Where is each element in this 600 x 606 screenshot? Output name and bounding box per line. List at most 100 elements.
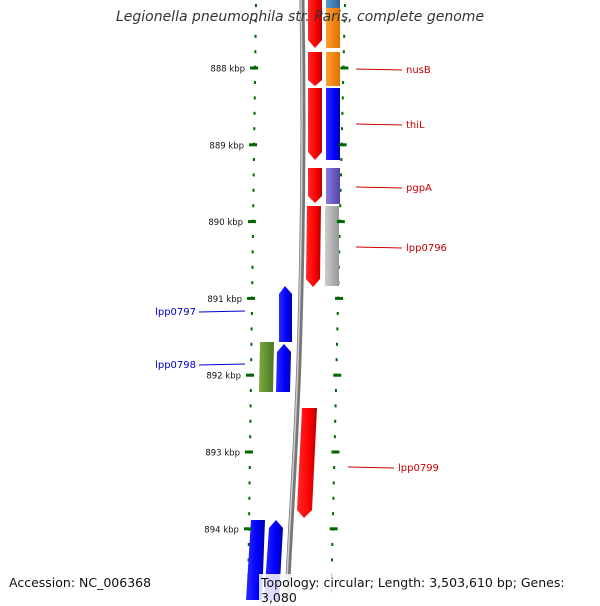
minor-tick-dot xyxy=(342,81,345,84)
minor-tick-dot xyxy=(341,127,344,131)
minor-tick-dot xyxy=(334,419,337,423)
minor-tick-dot xyxy=(250,312,253,315)
gene-lpp0796[interactable] xyxy=(325,206,339,286)
major-tick-right xyxy=(329,527,338,531)
minor-tick-dot xyxy=(251,265,254,269)
minor-tick-dot xyxy=(334,404,337,408)
gene-steel[interactable] xyxy=(326,0,340,8)
leader-line xyxy=(355,68,403,71)
minor-tick-dot xyxy=(249,389,252,392)
minor-tick-dot xyxy=(253,111,256,115)
minor-tick-dot xyxy=(252,158,255,161)
genome-backbone-highlight xyxy=(285,0,303,600)
tick-label: 894 kbp xyxy=(204,525,239,535)
minor-tick-dot xyxy=(250,342,253,346)
tick-label: 889 kbp xyxy=(209,141,244,151)
gene-label[interactable]: thiL xyxy=(406,120,425,131)
minor-tick-dot xyxy=(333,466,336,469)
major-tick-right xyxy=(331,450,340,454)
major-tick-left xyxy=(243,527,252,531)
major-tick-right xyxy=(338,143,347,147)
minor-tick-dot xyxy=(339,204,342,208)
gene-orange-1[interactable] xyxy=(326,8,340,48)
gene-label-leaders: nusB thiL pgpA lpp0796 lpp0797 lpp0798 lpp0799 xyxy=(155,65,447,474)
minor-tick-dot xyxy=(249,419,252,423)
minor-tick-dot xyxy=(332,512,335,516)
minor-tick-dot xyxy=(252,188,255,192)
major-tick-right xyxy=(340,66,349,70)
major-tick-right xyxy=(335,296,344,300)
minor-tick-dot xyxy=(253,127,256,131)
major-tick-left xyxy=(244,450,253,454)
minor-tick-dot xyxy=(335,358,338,362)
minor-tick-dot xyxy=(250,327,253,331)
gene-label[interactable]: pgpA xyxy=(406,183,432,194)
minor-tick-dot xyxy=(252,204,255,208)
major-tick-left xyxy=(250,66,259,70)
minor-tick-dot xyxy=(336,312,339,315)
minor-tick-dot xyxy=(254,34,257,38)
minor-tick-dot xyxy=(249,404,252,408)
gene-nusB[interactable] xyxy=(326,52,340,86)
gene-label[interactable]: lpp0797 xyxy=(155,307,196,318)
gene-lpp0798[interactable] xyxy=(259,342,274,392)
gene-label[interactable]: lpp0799 xyxy=(398,463,439,474)
leader-line xyxy=(347,466,395,469)
minor-tick-dot xyxy=(336,327,339,331)
leader-line xyxy=(355,186,403,189)
gene-lpp0799[interactable] xyxy=(297,408,317,518)
minor-tick-dot xyxy=(336,342,339,346)
minor-tick-dot xyxy=(251,235,254,238)
minor-tick-dot xyxy=(330,558,333,562)
minor-tick-dot xyxy=(338,250,341,254)
gene-forward-5[interactable] xyxy=(306,206,321,287)
minor-tick-dot xyxy=(342,50,345,54)
minor-tick-dot xyxy=(339,173,342,177)
leader-line xyxy=(355,246,403,249)
gene-label[interactable]: lpp0796 xyxy=(406,243,447,254)
major-tick-left xyxy=(247,296,256,300)
gene-lpp0797[interactable] xyxy=(279,286,292,342)
genome-backbone xyxy=(284,0,306,600)
minor-tick-dot xyxy=(247,543,250,546)
gene-pgpA[interactable] xyxy=(326,168,340,204)
major-tick-left xyxy=(245,373,254,377)
gene-thiL[interactable] xyxy=(326,88,340,160)
gene-forward-4[interactable] xyxy=(308,168,322,203)
minor-tick-dot xyxy=(253,96,256,100)
minor-tick-dot xyxy=(332,496,335,500)
minor-tick-dot xyxy=(254,4,257,7)
minor-tick-dot xyxy=(253,81,256,84)
minor-tick-dot xyxy=(343,19,346,23)
minor-tick-dot xyxy=(343,4,346,7)
minor-tick-dot xyxy=(341,96,344,100)
major-tick-left xyxy=(248,220,257,224)
minor-tick-dot xyxy=(343,34,346,38)
tick-label: 893 kbp xyxy=(205,449,240,459)
minor-tick-dot xyxy=(252,173,255,177)
minor-tick-dot xyxy=(248,496,251,500)
tick-label: 888 kbp xyxy=(210,65,245,75)
leader-line xyxy=(198,363,246,366)
minor-tick-dot xyxy=(254,19,257,23)
gene-forward-top[interactable] xyxy=(308,0,322,48)
minor-tick-dot xyxy=(248,481,251,485)
topology-label: Topology: circular; Length: 3,503,610 bp… xyxy=(259,574,600,606)
scale-ticks: 888 kbp 889 kbp 890 kbp 891 kbp 892 kbp 893 k… xyxy=(204,65,349,535)
tick-label: 890 kbp xyxy=(208,218,243,228)
accession-label: Accession: NC_006368 xyxy=(7,574,154,591)
gene-forward-3[interactable] xyxy=(308,88,322,160)
gene-label[interactable]: lpp0798 xyxy=(155,360,196,371)
minor-tick-dot xyxy=(339,188,342,192)
gene-lpp0798-blue[interactable] xyxy=(276,344,291,392)
minor-tick-dot xyxy=(331,543,334,546)
tick-label: 891 kbp xyxy=(207,295,242,305)
minor-tick-dot xyxy=(340,158,343,161)
gene-forward-2[interactable] xyxy=(308,52,322,86)
minor-tick-dot xyxy=(338,235,341,238)
minor-tick-dot xyxy=(332,481,335,485)
minor-tick-dot xyxy=(249,435,252,439)
gene-label[interactable]: nusB xyxy=(406,65,431,76)
minor-tick-dot xyxy=(334,389,337,392)
